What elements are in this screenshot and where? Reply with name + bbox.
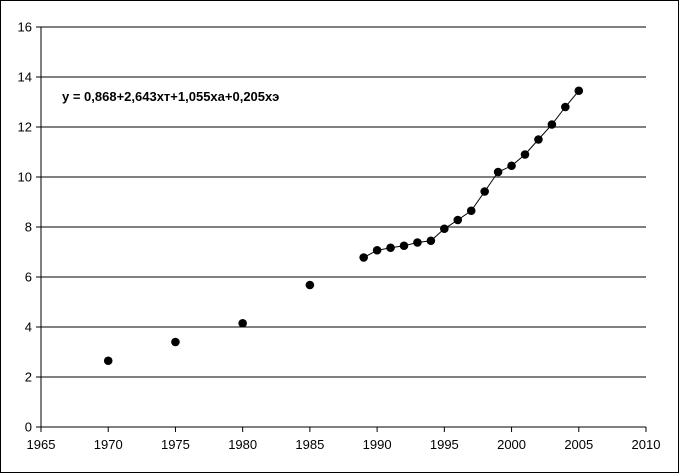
x-tick-label: 1965 <box>27 437 56 452</box>
y-tick-label: 0 <box>25 420 32 435</box>
y-tick-label: 4 <box>25 320 32 335</box>
series-line <box>363 90 580 258</box>
y-tick-label: 16 <box>18 20 32 35</box>
y-tick-label: 14 <box>18 70 32 85</box>
data-point <box>507 161 516 171</box>
data-point <box>480 187 489 196</box>
y-axis-ticks: 0 2 4 6 8 10 12 14 16 <box>18 20 41 435</box>
x-tick-label: 1980 <box>228 437 257 452</box>
data-point <box>171 337 180 347</box>
data-point <box>561 102 570 112</box>
data-points <box>103 86 584 366</box>
x-tick-label: 2010 <box>632 437 661 452</box>
x-tick-label: 1975 <box>161 437 190 452</box>
grid-lines <box>41 26 646 378</box>
x-axis-ticks: 1965 1970 1975 1980 1985 1990 1995 2000 2005 2010 <box>27 427 661 452</box>
data-point <box>372 245 382 255</box>
y-tick-label: 10 <box>18 170 32 185</box>
data-point <box>238 318 247 328</box>
data-point <box>453 215 463 225</box>
data-point <box>103 356 113 366</box>
equation-annotation: y = 0,868+2,643хт+1,055ха+0,205хэ <box>62 89 279 104</box>
y-tick-label: 12 <box>18 120 32 135</box>
data-point <box>426 236 436 246</box>
data-point <box>493 167 503 177</box>
x-tick-label: 2005 <box>564 437 593 452</box>
data-point <box>305 280 315 290</box>
data-point <box>413 238 422 247</box>
x-tick-label: 1990 <box>363 437 392 452</box>
data-point <box>534 135 543 144</box>
y-tick-label: 8 <box>25 220 32 235</box>
y-tick-label: 2 <box>25 370 32 385</box>
data-point <box>520 150 530 159</box>
data-point <box>399 241 409 251</box>
x-tick-label: 2000 <box>497 437 526 452</box>
data-point <box>359 253 368 262</box>
data-point <box>440 224 449 234</box>
data-point <box>386 243 395 253</box>
x-tick-label: 1995 <box>430 437 459 452</box>
data-point <box>574 86 584 96</box>
y-tick-label: 6 <box>25 270 32 285</box>
x-tick-label: 1970 <box>94 437 123 452</box>
data-point <box>466 206 476 216</box>
data-point <box>547 120 557 129</box>
x-tick-label: 1985 <box>295 437 324 452</box>
